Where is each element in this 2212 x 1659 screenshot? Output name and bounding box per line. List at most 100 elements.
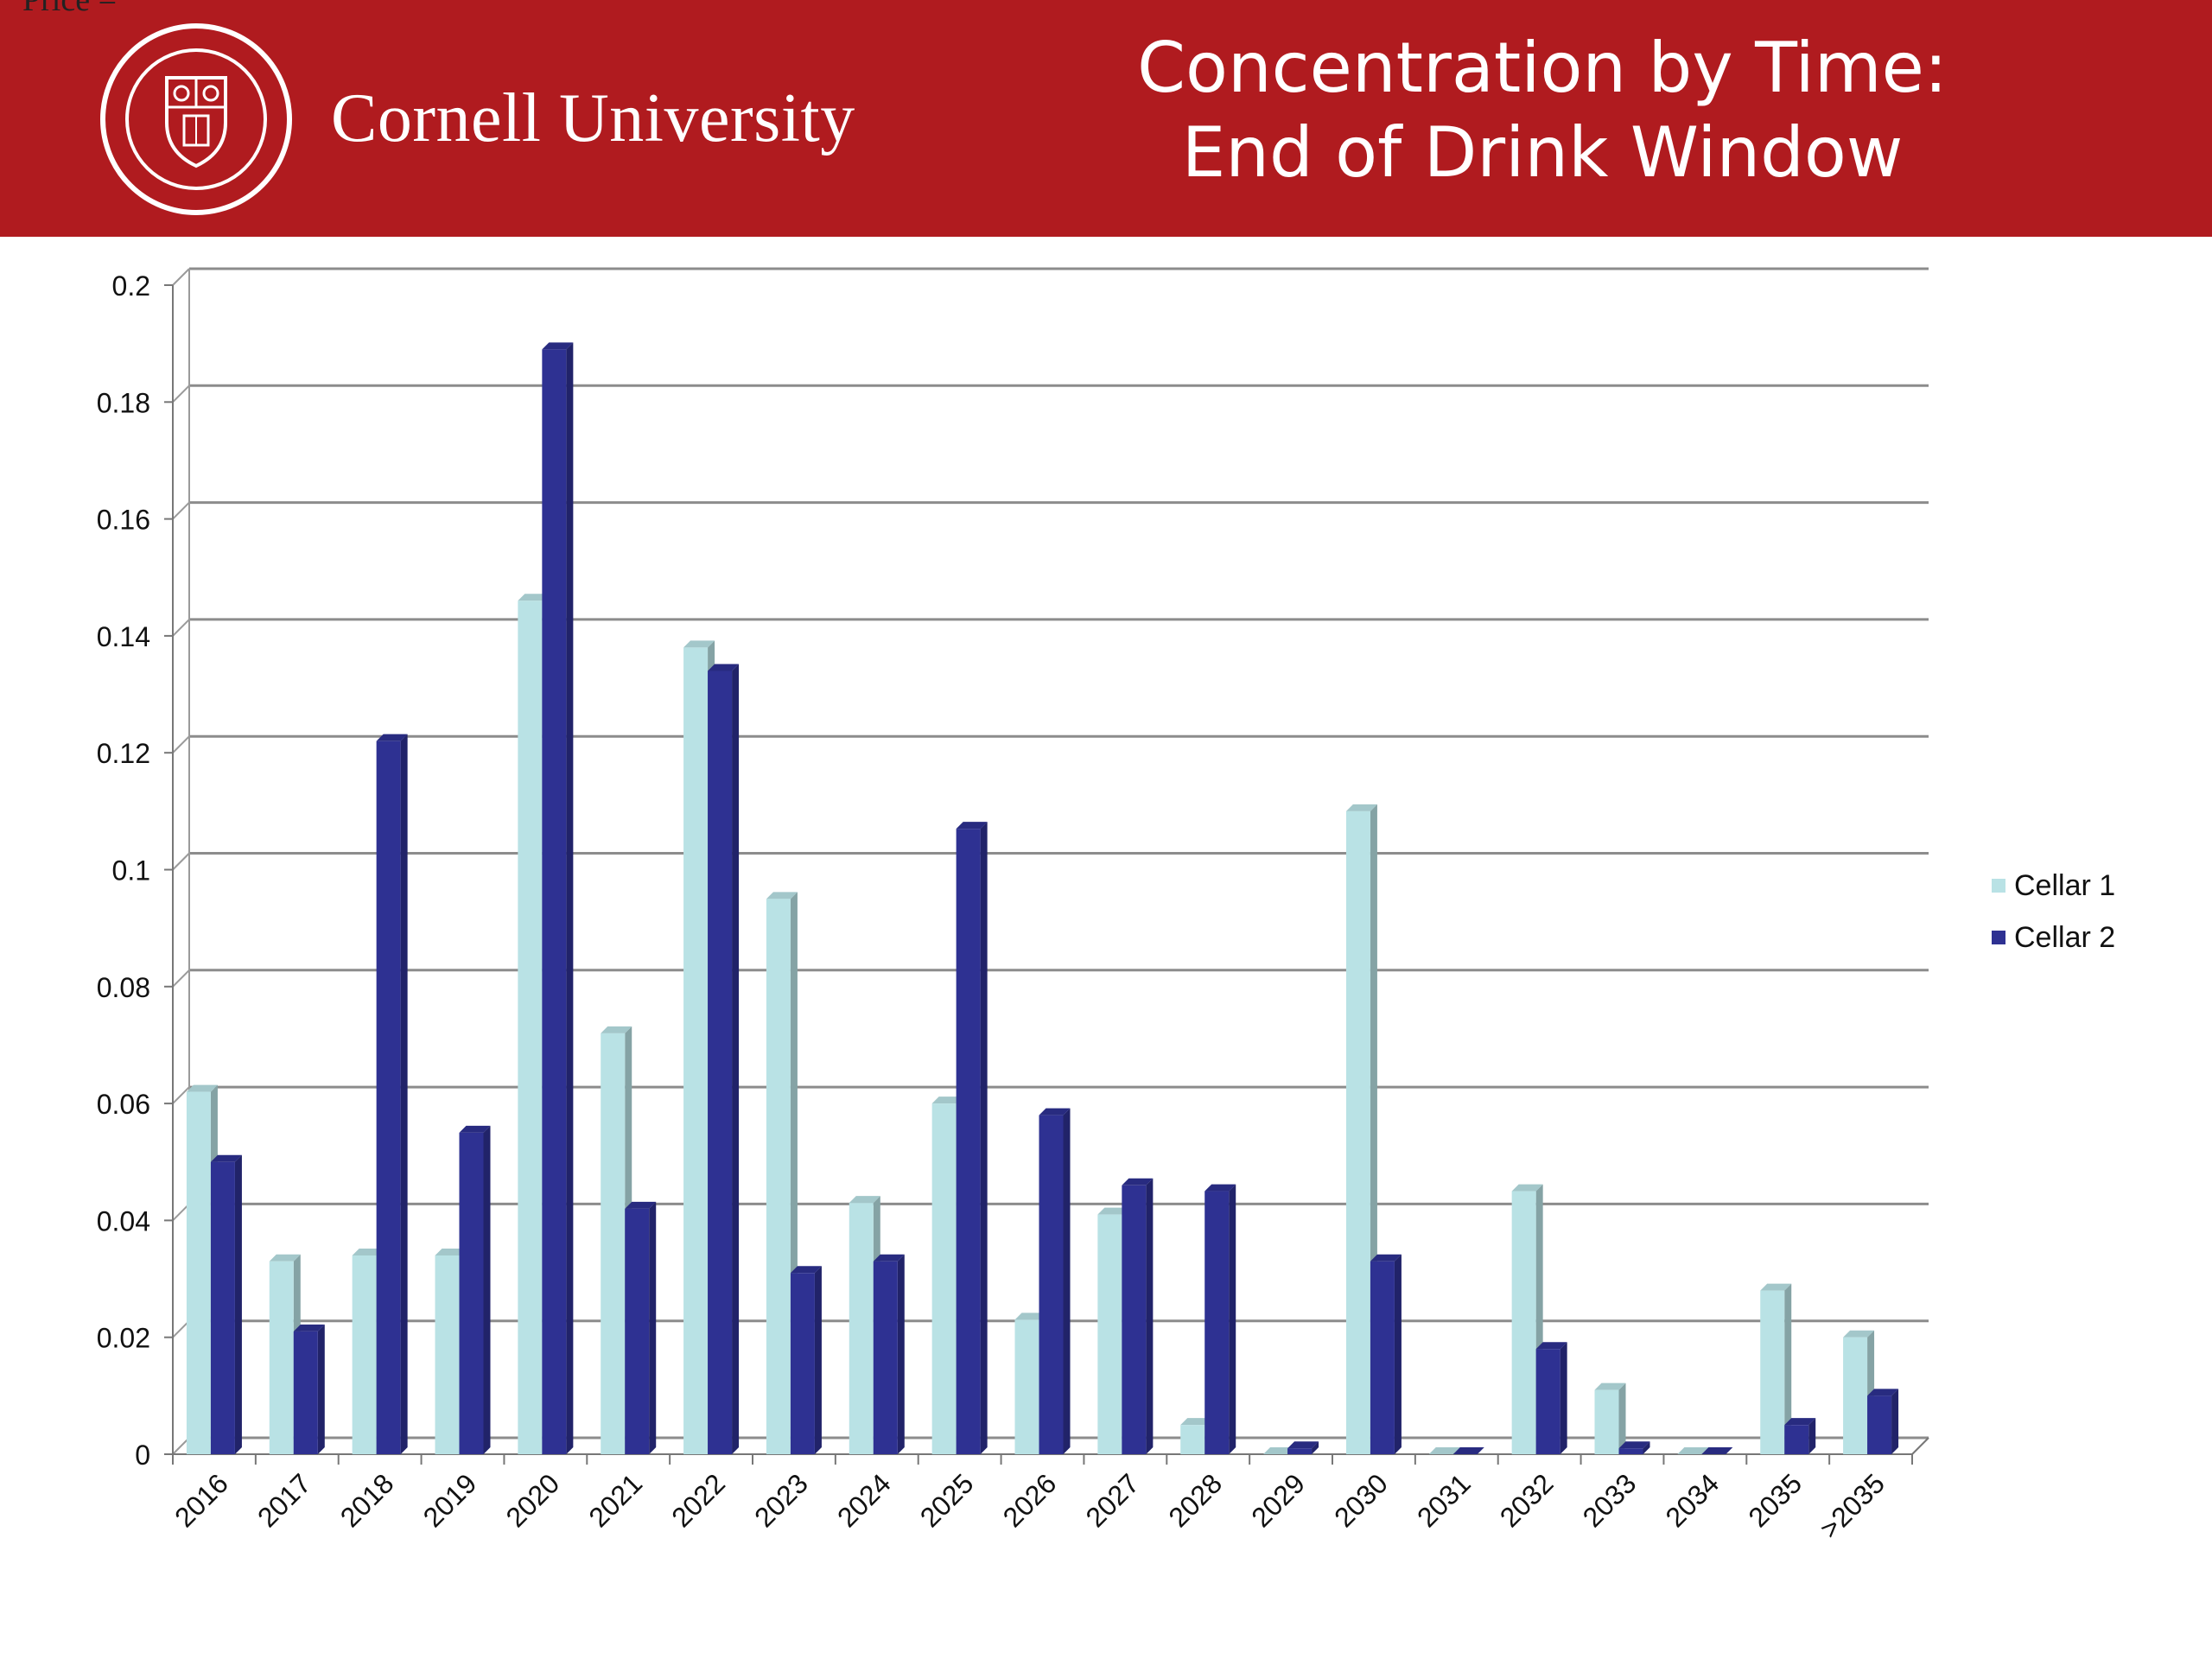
bar-top-cellar-2 (790, 1266, 822, 1274)
bar-side-cellar-2 (649, 1201, 657, 1454)
bar-side-cellar-2 (814, 1266, 822, 1454)
bar-top-cellar-1 (1345, 804, 1377, 811)
bar-cellar-2 (708, 671, 733, 1454)
bar-top-cellar-1 (352, 1248, 384, 1255)
bar-top-cellar-2 (210, 1154, 242, 1162)
y-tick-label: 0.1 (112, 855, 150, 887)
bar-cellar-1 (518, 601, 543, 1454)
bar-side-cellar-2 (483, 1125, 491, 1454)
y-tick-label: 0.08 (97, 972, 150, 1003)
x-tick-label: 2035 (1742, 1467, 1808, 1533)
bar-chart: 0 0.02 0.04 0.06 0.08 0.1 0.12 0.14 0.16 0.18 0.2 2… (97, 267, 1929, 1545)
bar-cellar-2 (1370, 1261, 1395, 1454)
bar-cellar-2 (790, 1273, 815, 1454)
bar-cellar-1 (1760, 1290, 1785, 1454)
bar-side-cellar-2 (1312, 1441, 1319, 1454)
bar-top-cellar-2 (625, 1201, 657, 1209)
bar-cellar-1 (1511, 1191, 1536, 1454)
bar-side-cellar-2 (897, 1254, 905, 1454)
x-tick-label: 2019 (417, 1467, 483, 1533)
bar-side-cellar-1 (1618, 1382, 1626, 1454)
x-tick-label: 2024 (831, 1467, 897, 1533)
bar-cellar-2 (1784, 1425, 1809, 1454)
bar-cellar-1 (849, 1203, 874, 1454)
partial-header-text: Price = (22, 0, 118, 18)
bar-cellar-1 (352, 1255, 377, 1454)
chart-legend: Cellar 1 Cellar 2 (1992, 860, 2115, 963)
bar-top-cellar-2 (1122, 1178, 1154, 1185)
bar-side-cellar-2 (1063, 1108, 1071, 1454)
bar-side-cellar-2 (1891, 1389, 1899, 1454)
bar-cellar-2 (1287, 1448, 1313, 1454)
bar-top-cellar-2 (873, 1254, 905, 1262)
y-tick-label: 0.04 (97, 1205, 150, 1236)
bar-top-cellar-2 (956, 822, 988, 830)
bar-top-cellar-2 (1287, 1441, 1319, 1449)
bar-side-cellar-2 (1643, 1441, 1650, 1454)
bar-cellar-2 (210, 1161, 235, 1454)
bar-cellar-2 (1618, 1448, 1643, 1454)
x-tick-label: 2028 (1162, 1467, 1228, 1533)
bar-side-cellar-2 (234, 1154, 242, 1454)
x-tick-label: 2033 (1577, 1467, 1643, 1533)
x-tick-label: 2032 (1494, 1467, 1560, 1533)
bar-side-cellar-2 (566, 342, 574, 1454)
gridline-depth (172, 385, 190, 404)
bar-cellar-1 (601, 1033, 626, 1454)
bar-cellar-1 (766, 899, 791, 1454)
x-tick-label: 2030 (1328, 1467, 1394, 1533)
y-tick-label: 0.16 (97, 505, 150, 536)
bar-cellar-1 (1180, 1425, 1205, 1454)
bar-top-cellar-1 (1097, 1207, 1129, 1215)
slide-title-line-2: End of Drink Window (1181, 112, 1904, 193)
bar-top-cellar-1 (1014, 1313, 1046, 1320)
legend-item-cellar-2: Cellar 2 (1992, 912, 2115, 963)
x-tick-label: 2025 (914, 1467, 980, 1533)
x-tick-label: 2022 (665, 1467, 731, 1533)
bar-top-cellar-1 (435, 1248, 467, 1255)
gridline-depth (172, 1203, 190, 1222)
bar-cellar-2 (1535, 1349, 1560, 1454)
bar-cellar-1 (931, 1103, 957, 1454)
bar-top-cellar-1 (601, 1026, 632, 1033)
bar-top-cellar-2 (293, 1324, 325, 1332)
bar-top-cellar-2 (542, 342, 574, 350)
bar-cellar-2 (1867, 1395, 1892, 1454)
gridline-depth (172, 1437, 190, 1455)
bar-side-cellar-2 (400, 734, 408, 1454)
bar-cellar-2 (542, 349, 567, 1454)
x-tick-label: 2016 (168, 1467, 234, 1533)
x-tick-label: 2029 (1245, 1467, 1311, 1533)
y-tick-label: 0.02 (97, 1323, 150, 1354)
bar-cellar-1 (683, 647, 709, 1454)
bar-cellar-1 (1594, 1389, 1619, 1454)
bar-side-cellar-2 (1229, 1184, 1236, 1454)
bar-top-cellar-2 (1701, 1447, 1733, 1454)
legend-swatch-cellar-1 (1992, 879, 2005, 893)
slide-title-line-1: Concentration by Time: (1137, 28, 1948, 108)
cornell-seal-icon (100, 23, 292, 215)
bar-cellar-2 (459, 1132, 484, 1454)
bar-top-cellar-2 (708, 664, 740, 671)
bar-cellar-1 (1097, 1214, 1122, 1454)
bar-cellar-2 (1122, 1185, 1147, 1454)
y-tick-label: 0 (135, 1440, 150, 1471)
slide-title: Concentration by Time: End of Drink Wind… (1106, 26, 1979, 195)
x-tick-label: >2035 (1814, 1467, 1891, 1544)
bar-cellar-1 (1345, 810, 1370, 1454)
legend-item-cellar-1: Cellar 1 (1992, 860, 2115, 912)
bar-cellar-2 (293, 1331, 318, 1454)
bar-side-cellar-1 (1784, 1283, 1792, 1454)
bar-side-cellar-2 (980, 822, 988, 1454)
legend-swatch-cellar-2 (1992, 931, 2005, 944)
bar-top-cellar-2 (1370, 1254, 1402, 1262)
gridline-depth (172, 1086, 190, 1104)
bar-cellar-1 (1014, 1319, 1039, 1454)
bar-top-cellar-1 (1263, 1447, 1295, 1454)
bar-top-cellar-2 (1784, 1418, 1816, 1426)
bar-cellar-2 (873, 1261, 898, 1454)
gridline-depth (172, 619, 190, 637)
bar-top-cellar-1 (1677, 1447, 1709, 1454)
bar-top-cellar-1 (269, 1254, 301, 1262)
bar-side-cellar-2 (732, 664, 740, 1454)
